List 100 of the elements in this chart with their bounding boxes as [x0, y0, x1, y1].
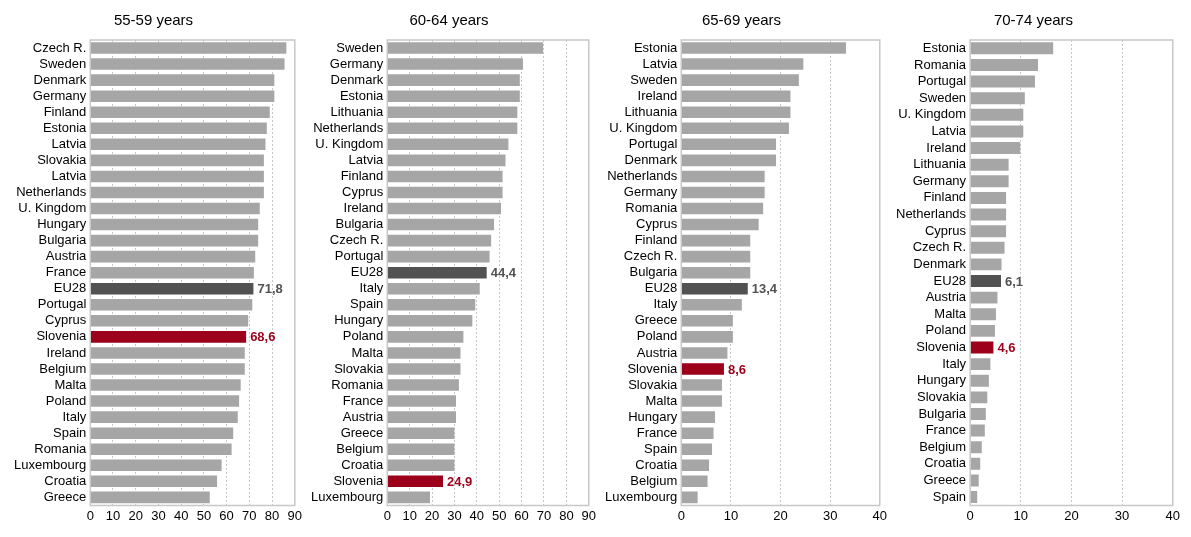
- x-tick-label: 10: [402, 507, 417, 523]
- bar: [970, 491, 978, 504]
- x-tick-label: 10: [105, 507, 121, 523]
- y-tick-label: Slovakia: [628, 376, 679, 392]
- bar: [387, 331, 464, 343]
- bar: [681, 218, 759, 231]
- y-tick-label: Netherlands: [16, 184, 87, 200]
- bar: [681, 491, 698, 504]
- chart-title: 70-74 years: [993, 11, 1074, 29]
- bar: [681, 411, 716, 423]
- y-tick-label: Austria: [45, 248, 88, 264]
- y-tick-label: U. Kingdom: [18, 200, 87, 216]
- bar: [387, 42, 544, 54]
- bar: [970, 358, 991, 371]
- bar: [970, 175, 1009, 188]
- bar: [387, 395, 456, 407]
- bar: [970, 142, 1021, 155]
- y-tick-label: Ireland: [46, 344, 87, 360]
- bar: [387, 90, 520, 102]
- y-tick-label: Malta: [934, 305, 967, 321]
- y-tick-label: Cyprus: [45, 312, 87, 328]
- y-tick-label: Hungary: [628, 408, 678, 424]
- bar: [90, 395, 240, 407]
- y-tick-label: EU28: [53, 280, 87, 296]
- bar: [681, 427, 714, 439]
- y-tick-label: Austria: [636, 344, 679, 360]
- bar: [387, 138, 509, 151]
- bar: [387, 299, 476, 311]
- bar: [970, 125, 1024, 138]
- bar: [387, 475, 444, 488]
- y-tick-label: Portugal: [37, 296, 87, 312]
- y-tick-label: Netherlands: [607, 167, 678, 183]
- chart-title: 60-64 years: [409, 11, 489, 29]
- bar: [681, 363, 724, 375]
- bar: [387, 282, 480, 295]
- x-tick-label: 40: [1165, 507, 1180, 523]
- y-tick-label: Malta: [54, 376, 88, 392]
- data-label: 4,6: [997, 340, 1016, 356]
- bar: [970, 108, 1024, 121]
- data-label: 6,1: [1005, 273, 1024, 289]
- bar: [90, 443, 232, 456]
- bar: [387, 186, 503, 199]
- y-tick-label: Croatia: [341, 456, 385, 472]
- y-tick-label: France: [342, 392, 384, 408]
- bar: [387, 459, 455, 472]
- bar: [90, 202, 260, 215]
- bar: [681, 138, 777, 151]
- bar: [970, 474, 979, 487]
- bar: [681, 234, 751, 247]
- bar: [681, 90, 791, 102]
- bar: [970, 241, 1005, 254]
- x-tick-label: 40: [173, 507, 189, 523]
- bar: [681, 42, 847, 54]
- bar: [681, 202, 764, 215]
- y-tick-label: Italy: [62, 408, 87, 424]
- x-tick-label: 30: [447, 507, 462, 523]
- y-tick-label: Denmark: [330, 71, 384, 87]
- bar: [681, 154, 777, 167]
- x-tick-label: 20: [424, 507, 440, 523]
- x-tick-label: 20: [773, 507, 788, 523]
- bar: [90, 122, 267, 135]
- y-tick-label: Sweden: [336, 39, 384, 55]
- y-tick-label: Poland: [925, 322, 967, 338]
- bar: [387, 202, 502, 215]
- y-tick-label: Portugal: [334, 248, 384, 264]
- y-tick-label: Romania: [34, 440, 88, 456]
- bar: [387, 266, 487, 279]
- y-tick-label: U. Kingdom: [609, 119, 678, 135]
- y-tick-label: Luxembourg: [604, 488, 678, 504]
- y-tick-label: Italy: [359, 280, 384, 296]
- bar: [970, 441, 982, 454]
- y-tick-label: Netherlands: [313, 119, 384, 135]
- y-tick-label: Finland: [43, 103, 87, 119]
- bar: [970, 92, 1025, 105]
- y-tick-label: Romania: [914, 56, 967, 72]
- bar: [90, 315, 249, 327]
- y-tick-label: Bulgaria: [918, 405, 967, 421]
- y-tick-label: Germany: [32, 87, 87, 103]
- y-tick-label: Spain: [644, 440, 678, 456]
- y-tick-label: Czech R.: [329, 232, 384, 248]
- y-tick-label: Romania: [625, 200, 679, 216]
- bar: [970, 225, 1007, 238]
- bar: [90, 58, 285, 70]
- y-tick-label: Slovakia: [916, 388, 967, 404]
- y-tick-label: Czech R.: [623, 248, 678, 264]
- y-tick-label: Malta: [645, 392, 679, 408]
- bar: [970, 42, 1054, 55]
- y-tick-label: Greece: [340, 424, 384, 440]
- x-tick-label: 40: [469, 507, 485, 523]
- y-tick-label: Romania: [331, 376, 385, 392]
- y-tick-label: France: [45, 264, 87, 280]
- bar: [681, 347, 728, 359]
- y-tick-label: Denmark: [33, 71, 87, 87]
- data-label: 24,9: [447, 473, 473, 489]
- x-tick-label: 80: [559, 507, 574, 523]
- bar: [681, 282, 748, 295]
- x-tick-label: 20: [1064, 507, 1079, 523]
- y-tick-label: Sweden: [630, 71, 678, 87]
- y-tick-label: Bulgaria: [335, 216, 385, 232]
- bar: [387, 234, 492, 247]
